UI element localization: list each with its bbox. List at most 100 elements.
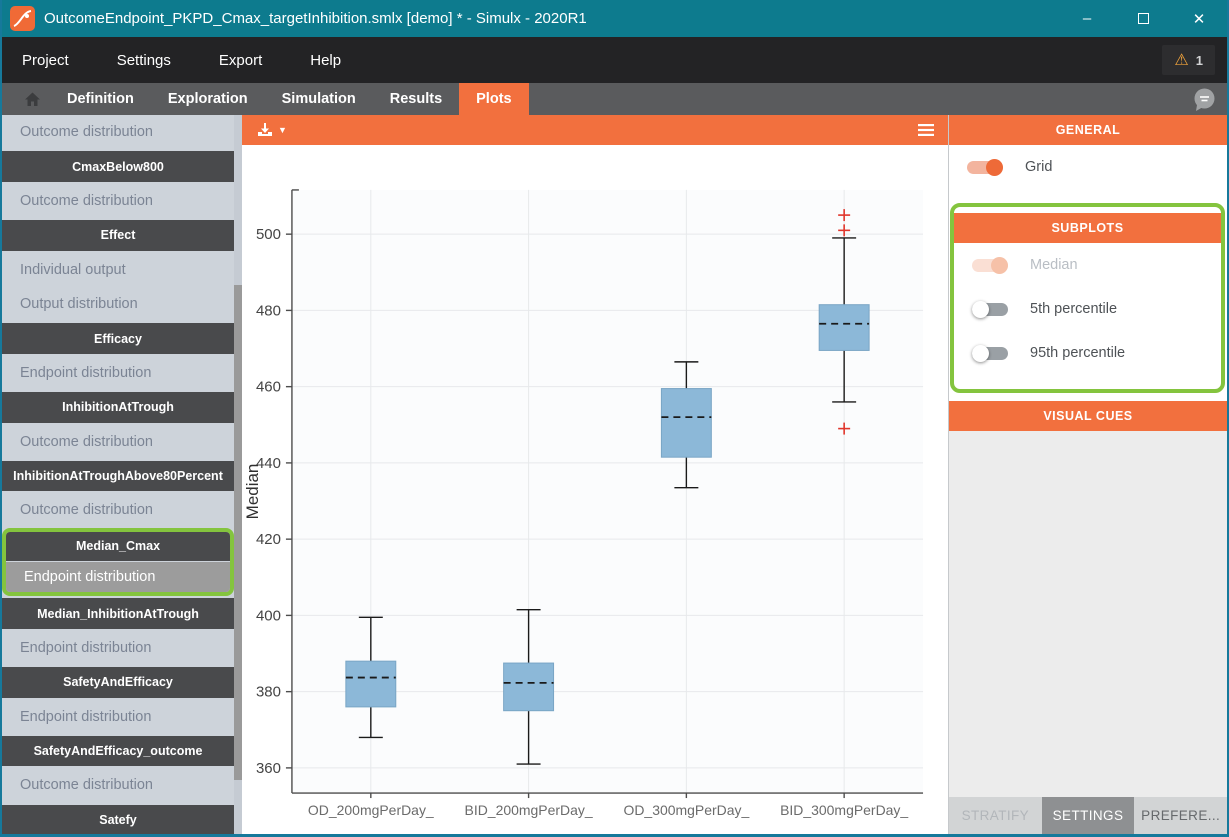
warning-count: 1 — [1195, 52, 1203, 68]
sidebar-section-inhibitionattrough[interactable]: InhibitionAtTrough — [2, 390, 234, 425]
toggle-knob — [986, 158, 1003, 176]
grid-toggle-row: Grid — [949, 145, 1227, 189]
chevron-down-icon: ▼ — [278, 125, 287, 135]
menu-item-help[interactable]: Help — [310, 51, 342, 69]
export-plot-button[interactable]: ▼ — [256, 122, 287, 138]
box-od-300mgperday — [660, 388, 712, 458]
sidebar-section-safetyandefficacy[interactable]: SafetyAndEfficacy — [2, 665, 234, 700]
sidebar-section-satefy[interactable]: Satefy — [2, 802, 234, 834]
boxplot-chart[interactable]: 360 380 400 420 440 460 480 500 OD_200mgPerDay_ B… — [242, 145, 948, 834]
section-header-general[interactable]: GENERAL — [949, 115, 1227, 145]
svg-text:440: 440 — [256, 455, 281, 472]
svg-text:360: 360 — [256, 760, 281, 777]
tab-results[interactable]: Results — [389, 91, 443, 107]
sidebar-item-output-distribution[interactable]: Output distribution — [20, 295, 138, 312]
panel-tab-settings[interactable]: SETTINGS — [1041, 797, 1135, 834]
toggle-knob — [972, 344, 989, 362]
maximize-button[interactable] — [1115, 0, 1171, 37]
95th-percentile-toggle-row: 95th percentile — [954, 331, 1221, 375]
simulx-app-icon — [10, 6, 35, 31]
sidebar-section-safetyandefficacy-outcome[interactable]: SafetyAndEfficacy_outcome — [2, 734, 234, 769]
panel-tab-stratify[interactable]: STRATIFY — [949, 797, 1042, 834]
home-button[interactable] — [14, 83, 50, 115]
window-title: OutcomeEndpoint_PKPD_Cmax_targetInhibiti… — [44, 10, 587, 27]
95th-percentile-toggle-label: 95th percentile — [1030, 345, 1126, 361]
sidebar-item-outcome-distribution[interactable]: Outcome distribution — [20, 433, 153, 450]
outlier-marker — [838, 224, 851, 237]
grid-toggle-label: Grid — [1025, 159, 1053, 175]
sidebar-item-endpoint-distribution[interactable]: Endpoint distribution — [20, 639, 152, 656]
box-bid-200mgperday — [503, 662, 555, 712]
svg-text:380: 380 — [256, 684, 281, 701]
sidebar-item-outcome-distribution[interactable]: Outcome distribution — [20, 777, 153, 794]
tab-plots[interactable]: Plots — [459, 83, 529, 115]
toggle-knob — [972, 300, 989, 318]
sidebar-section-median-inhibitionattrough[interactable]: Median_InhibitionAtTrough — [2, 596, 234, 631]
sidebar-item-outcome-distribution[interactable]: Outcome distribution — [20, 192, 153, 209]
plot-toolbar: ▼ — [242, 115, 948, 145]
minimize-button[interactable]: – — [1082, 10, 1092, 27]
plot-area: ▼ 360 380 400 420 440 460 480 500 OD_200mgPerDay… — [242, 115, 948, 834]
section-header-visual-cues[interactable]: VISUAL CUES — [949, 401, 1227, 431]
svg-text:460: 460 — [256, 379, 281, 396]
main-content: Outcome distribution CmaxBelow800 Outcome … — [2, 115, 1227, 834]
sidebar-item-outcome-distribution[interactable]: Outcome distribution — [20, 124, 153, 140]
nav-tab-bar: Definition Exploration Simulation Results Pl… — [2, 83, 1227, 115]
plot-menu-button[interactable] — [918, 123, 934, 137]
5th-percentile-toggle-row: 5th percentile — [954, 287, 1221, 331]
home-icon — [24, 92, 40, 106]
menu-item-settings[interactable]: Settings — [116, 51, 171, 69]
x-tick-label: BID_200mgPerDay_ — [465, 802, 593, 818]
svg-text:480: 480 — [256, 302, 281, 319]
x-tick-label: BID_300mgPerDay_ — [780, 802, 908, 818]
menu-bar: Project Settings Export Help ⚠ 1 — [2, 37, 1227, 83]
tab-spacer — [529, 83, 1192, 115]
sidebar-section-cmaxbelow800[interactable]: CmaxBelow800 — [2, 149, 234, 184]
median-toggle-row: Median — [954, 243, 1221, 287]
menu-item-project[interactable]: Project — [22, 51, 69, 69]
close-button[interactable]: ✕ — [1192, 10, 1206, 28]
sidebar-section-median-cmax[interactable]: Median_Cmax — [6, 531, 230, 563]
maximize-icon — [1137, 13, 1149, 24]
5th-percentile-toggle[interactable] — [972, 300, 1008, 318]
box-od-200mgperday — [345, 660, 397, 708]
tab-exploration[interactable]: Exploration — [167, 91, 248, 107]
median-toggle — [972, 256, 1008, 274]
sidebar-highlight-box: Median_Cmax Endpoint distribution — [2, 527, 234, 597]
menu-item-export[interactable]: Export — [218, 51, 263, 69]
comment-bubble-icon — [1194, 88, 1215, 111]
sidebar-item-outcome-distribution[interactable]: Outcome distribution — [20, 502, 153, 519]
tab-simulation[interactable]: Simulation — [281, 91, 356, 107]
sidebar-section-efficacy[interactable]: Efficacy — [2, 321, 234, 356]
sidebar-scrollbar[interactable] — [234, 115, 242, 834]
sidebar-scrollbar-thumb[interactable] — [234, 285, 242, 780]
outlier-marker — [838, 209, 851, 222]
sidebar-section-inhibitionattroughabove80percent[interactable]: InhibitionAtTroughAbove80Percent — [2, 458, 234, 494]
svg-text:400: 400 — [256, 607, 281, 624]
plot-list-sidebar: Outcome distribution CmaxBelow800 Outcome … — [2, 115, 242, 834]
settings-panel: GENERAL Grid SUBPLOTS Median 5th percenti… — [948, 115, 1227, 834]
sidebar-item-endpoint-distribution[interactable]: Endpoint distribution — [20, 364, 152, 381]
warning-badge[interactable]: ⚠ 1 — [1162, 45, 1215, 75]
5th-percentile-toggle-label: 5th percentile — [1030, 301, 1118, 317]
tab-definition[interactable]: Definition — [67, 91, 134, 107]
grid-toggle[interactable] — [967, 158, 1003, 176]
y-axis-label: Median — [243, 464, 262, 520]
sidebar-section-effect[interactable]: Effect — [2, 218, 234, 253]
warning-triangle-icon: ⚠ — [1174, 52, 1189, 69]
x-tick-label: OD_300mgPerDay_ — [623, 802, 749, 818]
median-toggle-label: Median — [1030, 257, 1078, 273]
section-header-subplots[interactable]: SUBPLOTS — [954, 213, 1221, 243]
sidebar-item-endpoint-distribution[interactable]: Endpoint distribution — [6, 562, 230, 593]
outlier-marker — [838, 422, 851, 435]
panel-filler — [949, 431, 1227, 797]
95th-percentile-toggle[interactable] — [972, 344, 1008, 362]
sidebar-item-endpoint-distribution[interactable]: Endpoint distribution — [20, 708, 152, 725]
feedback-button[interactable] — [1192, 83, 1227, 115]
svg-text:420: 420 — [256, 531, 281, 548]
sidebar-item-individual-output[interactable]: Individual output — [20, 261, 126, 278]
x-tick-label: OD_200mgPerDay_ — [308, 802, 434, 818]
panel-tab-prefere[interactable]: PREFERE... — [1134, 797, 1227, 834]
boxplot-svg: 360 380 400 420 440 460 480 500 OD_200mgPerDay_ B… — [243, 189, 924, 818]
